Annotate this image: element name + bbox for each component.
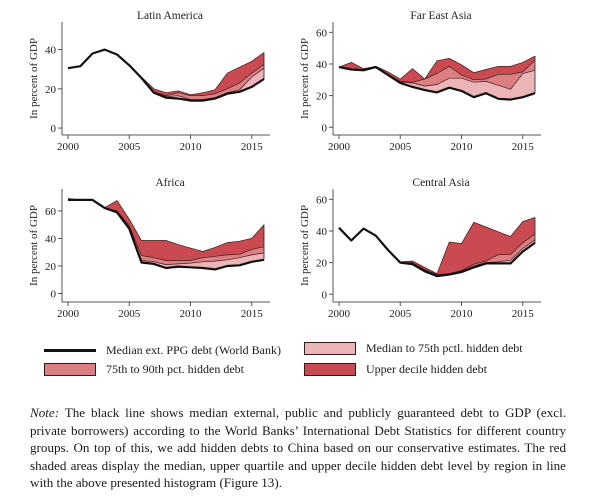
x-tick-label: 2015 <box>512 308 535 320</box>
x-tick-label: 2010 <box>451 308 474 320</box>
band-upper-decile <box>68 198 264 261</box>
y-tick-label: 40 <box>316 59 328 71</box>
y-tick-label: 0 <box>51 123 57 135</box>
x-tick-label: 2015 <box>241 141 264 153</box>
y-tick-label: 0 <box>322 122 328 134</box>
x-tick-label: 2005 <box>389 308 412 320</box>
chart-panel-latin-america: Latin America In percent of GDP 0 20 40 2000 2… <box>28 10 270 153</box>
legend-item-upper-decile: Upper decile hidden debt <box>304 362 487 377</box>
y-tick-label: 20 <box>45 261 57 273</box>
y-tick-label: 40 <box>45 45 57 57</box>
chart-title: Central Asia <box>412 177 469 189</box>
x-tick-label: 2010 <box>180 308 203 320</box>
chart-panel-africa: Africa In percent of GDP 0 20 40 60 2000 2005 20… <box>28 177 270 320</box>
y-tick-label: 40 <box>316 226 328 238</box>
legend-item-median-line: Median ext. PPG debt (World Bank) <box>44 343 281 358</box>
y-axis-label: In percent of GDP <box>299 38 311 119</box>
y-tick-label: 60 <box>45 206 57 218</box>
legend-label: 75th to 90th pct. hidden debt <box>106 362 244 376</box>
x-tick-label: 2000 <box>57 141 80 153</box>
legend: Median ext. PPG debt (World Bank) 75th t… <box>44 341 564 383</box>
note-label: Note: <box>30 405 60 420</box>
y-tick-label: 40 <box>45 233 57 245</box>
y-tick-label: 20 <box>316 91 328 103</box>
y-axis-label: In percent of GDP <box>28 205 40 286</box>
median-line <box>338 227 536 278</box>
legend-line-swatch <box>44 349 96 352</box>
x-tick-label: 2005 <box>118 141 141 153</box>
y-tick-label: 60 <box>316 27 328 39</box>
y-axis-label: In percent of GDP <box>299 205 311 286</box>
chart-title: Far East Asia <box>410 10 471 22</box>
x-tick-label: 2010 <box>180 141 203 153</box>
y-tick-label: 20 <box>316 258 328 270</box>
chart-title: Latin America <box>137 10 203 22</box>
x-tick-label: 2015 <box>512 141 535 153</box>
x-tick-label: 2015 <box>241 308 264 320</box>
figure-note: Note: The black line shows median extern… <box>30 404 566 492</box>
band-75-90 <box>339 60 535 90</box>
y-tick-label: 60 <box>316 194 328 206</box>
chart-panel-central-asia: Central Asia In percent of GDP 0 20 40 60 2000… <box>299 177 541 320</box>
chart-title: Africa <box>155 177 184 189</box>
x-tick-label: 2005 <box>118 308 141 320</box>
legend-swatch <box>304 342 356 355</box>
band-median-75 <box>68 199 264 270</box>
chart-panel-far-east-asia: Far East Asia In percent of GDP 0 20 40 60 200… <box>299 10 541 153</box>
y-tick-label: 0 <box>51 288 57 300</box>
band-median-75 <box>339 67 535 100</box>
y-tick-label: 0 <box>322 289 328 301</box>
band-upper-decile <box>339 217 535 275</box>
x-tick-label: 2000 <box>57 308 80 320</box>
x-tick-label: 2000 <box>328 141 351 153</box>
legend-item-median-75: Median to 75th pctl. hidden debt <box>304 341 523 356</box>
median-line <box>68 198 265 271</box>
legend-label: Median ext. PPG debt (World Bank) <box>106 343 282 357</box>
band-upper-decile <box>339 56 535 83</box>
legend-label: Median to 75th pctl. hidden debt <box>366 341 523 355</box>
x-tick-label: 2000 <box>328 308 351 320</box>
legend-swatch <box>304 363 356 376</box>
legend-label: Upper decile hidden debt <box>366 362 487 376</box>
median-line <box>338 66 536 101</box>
median-line <box>67 48 265 102</box>
x-tick-label: 2010 <box>451 141 474 153</box>
legend-swatch <box>44 363 96 376</box>
x-tick-label: 2005 <box>389 141 412 153</box>
note-text: The black line shows median external, pu… <box>30 405 566 491</box>
legend-item-75-90: 75th to 90th pct. hidden debt <box>44 362 244 377</box>
y-axis-label: In percent of GDP <box>28 38 40 119</box>
y-tick-label: 20 <box>45 84 57 96</box>
